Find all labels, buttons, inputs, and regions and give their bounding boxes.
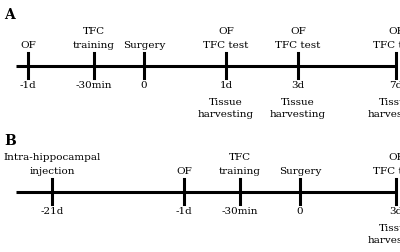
Text: training: training [219, 167, 261, 176]
Text: B: B [4, 134, 16, 148]
Text: -1d: -1d [176, 207, 192, 216]
Text: TFC test: TFC test [373, 41, 400, 50]
Text: 3d: 3d [291, 81, 305, 90]
Text: 1d: 1d [219, 81, 233, 90]
Text: -30min: -30min [222, 207, 258, 216]
Text: 3d: 3d [389, 207, 400, 216]
Text: 7d: 7d [389, 81, 400, 90]
Text: 0: 0 [141, 81, 147, 90]
Text: Tissue: Tissue [379, 224, 400, 233]
Text: harvesting: harvesting [198, 110, 254, 119]
Text: A: A [4, 8, 15, 22]
Text: -30min: -30min [76, 81, 112, 90]
Text: TFC: TFC [229, 153, 251, 162]
Text: TFC test: TFC test [373, 167, 400, 176]
Text: harvesting: harvesting [368, 110, 400, 119]
Text: OF: OF [388, 153, 400, 162]
Text: OF: OF [20, 41, 36, 50]
Text: Tissue: Tissue [379, 98, 400, 107]
Text: Tissue: Tissue [209, 98, 243, 107]
Text: Surgery: Surgery [123, 41, 165, 50]
Text: Tissue: Tissue [281, 98, 315, 107]
Text: OF: OF [290, 27, 306, 36]
Text: -21d: -21d [40, 207, 64, 216]
Text: injection: injection [29, 167, 75, 176]
Text: harvesting: harvesting [368, 236, 400, 245]
Text: harvesting: harvesting [270, 110, 326, 119]
Text: Surgery: Surgery [279, 167, 321, 176]
Text: OF: OF [388, 27, 400, 36]
Text: Intra-hippocampal: Intra-hippocampal [3, 153, 101, 162]
Text: OF: OF [218, 27, 234, 36]
Text: 0: 0 [297, 207, 303, 216]
Text: TFC: TFC [83, 27, 105, 36]
Text: TFC test: TFC test [275, 41, 321, 50]
Text: -1d: -1d [20, 81, 36, 90]
Text: TFC test: TFC test [203, 41, 249, 50]
Text: OF: OF [176, 167, 192, 176]
Text: training: training [73, 41, 115, 50]
